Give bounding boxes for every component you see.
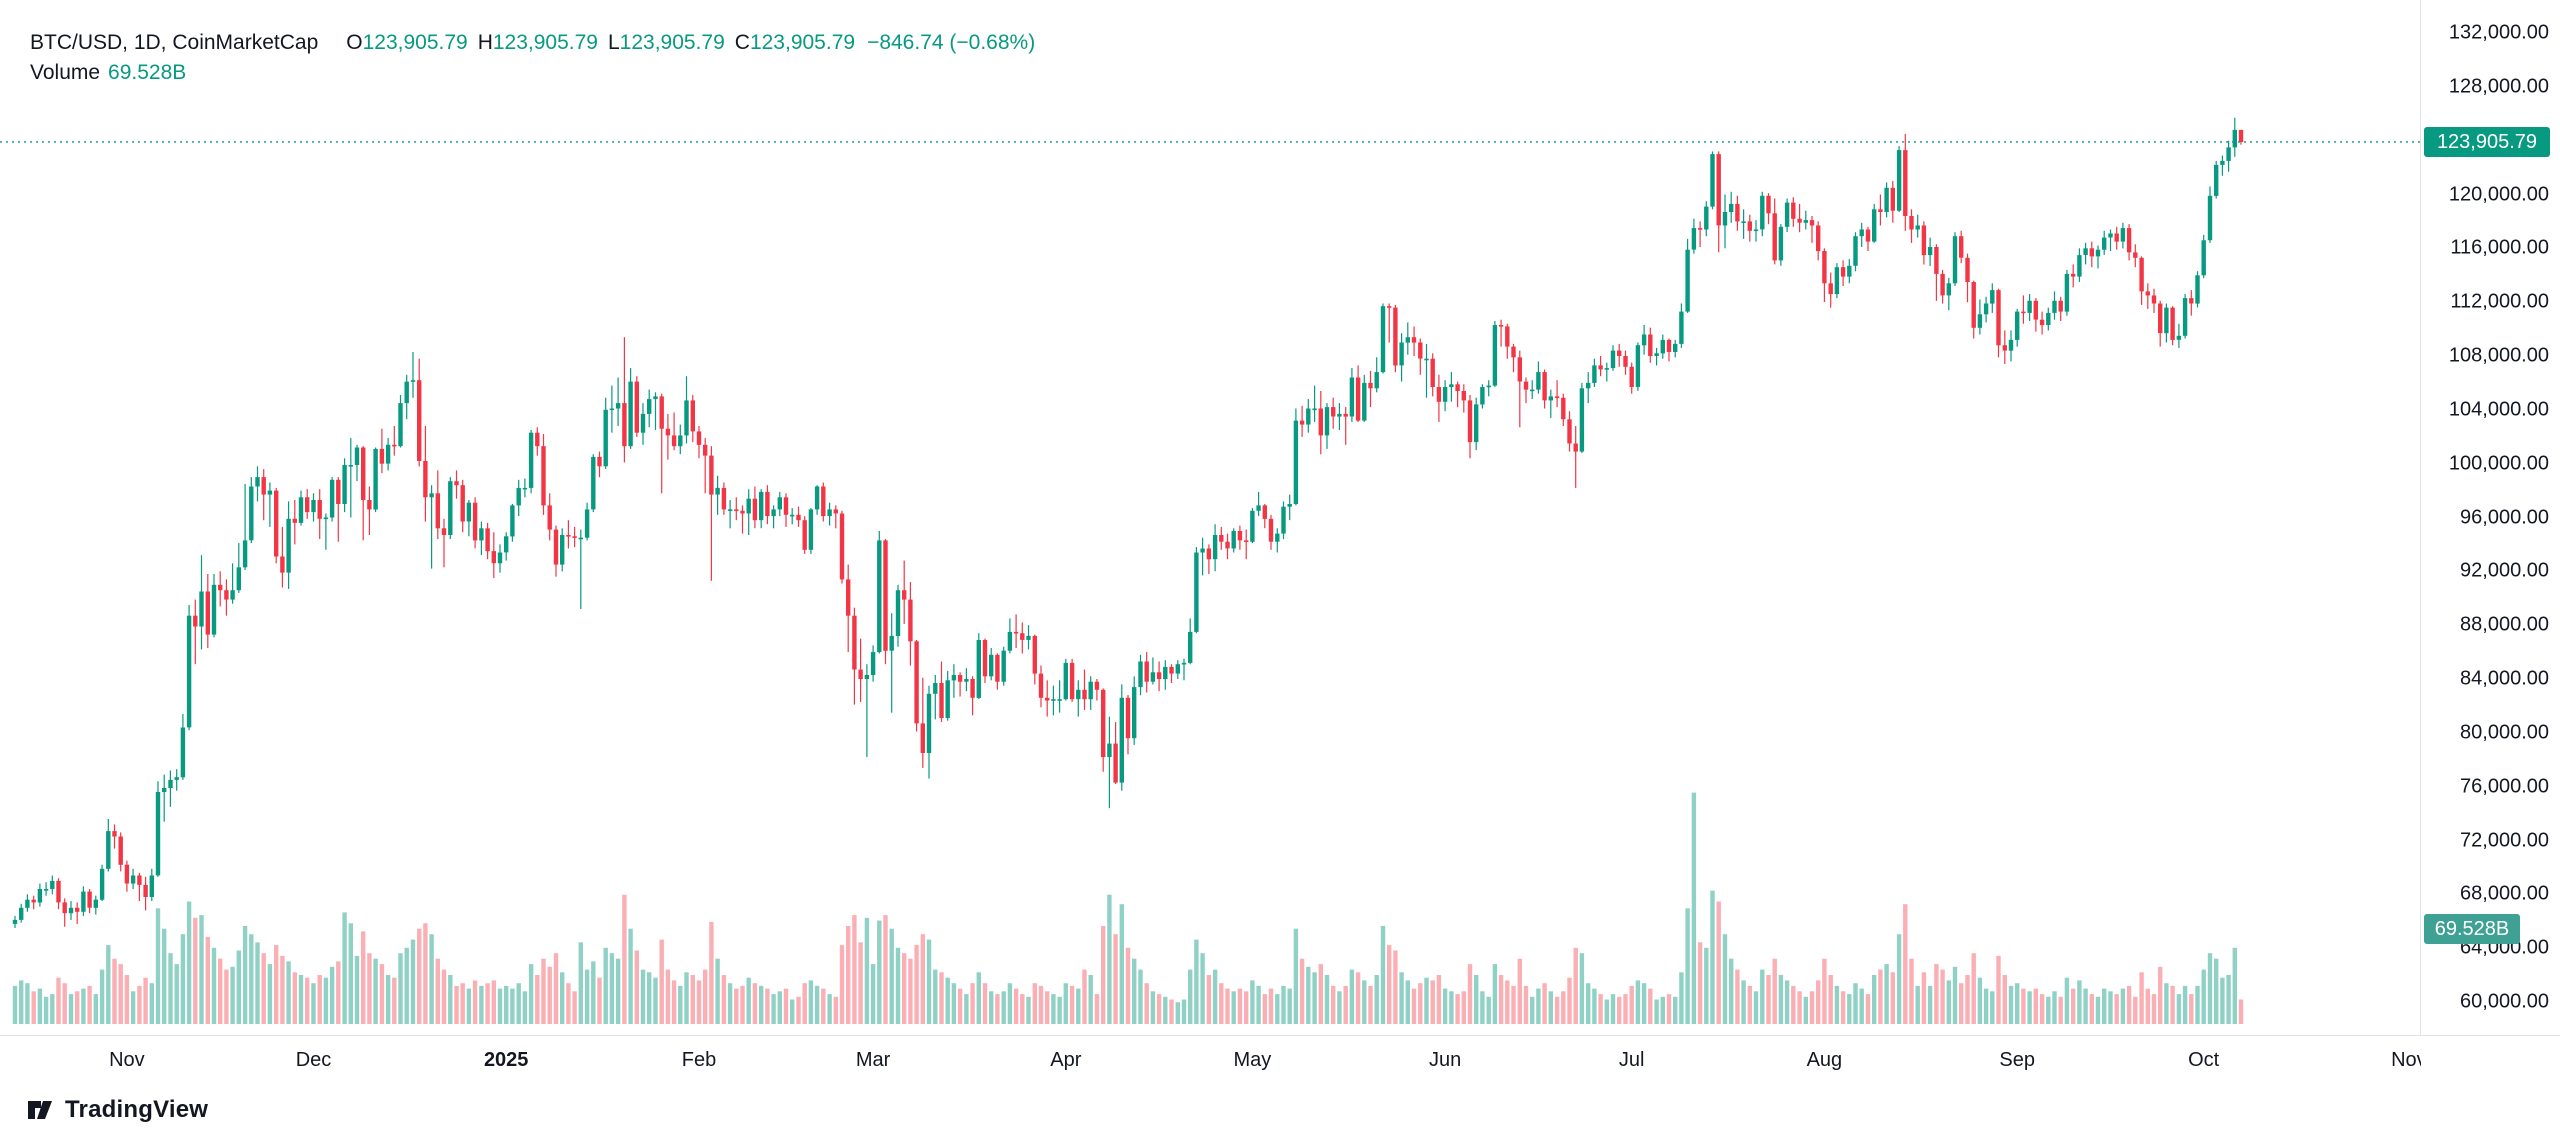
time-tick-month: Jul: [1618, 1049, 1645, 1071]
price-tick-label: 96,000.00: [2460, 506, 2549, 528]
high-label: H: [477, 31, 493, 54]
price-tick-label: 76,000.00: [2460, 775, 2549, 798]
high-value: 123,905.79: [492, 31, 598, 54]
price-tick-label: 108,000.00: [2448, 344, 2549, 367]
tradingview-attribution[interactable]: TradingView: [26, 1096, 208, 1124]
price-tick-label: 128,000.00: [2448, 75, 2549, 98]
time-tick-month: Sep: [1999, 1049, 2035, 1071]
change-value: −846.74 (−0.68%): [867, 31, 1036, 54]
time-tick-month: Aug: [1806, 1049, 1843, 1071]
price-tick-label: 88,000.00: [2460, 613, 2549, 636]
price-axis[interactable]: 132,000.00128,000.00124,000.00120,000.00…: [2420, 0, 2560, 1035]
price-tick-label: 80,000.00: [2460, 721, 2549, 744]
price-tick-label: 100,000.00: [2448, 452, 2549, 475]
open-label: O: [346, 31, 363, 54]
price-tick-label: 120,000.00: [2448, 183, 2549, 205]
volume-layer: [12, 792, 2244, 1024]
price-tick-label: 72,000.00: [2460, 829, 2549, 851]
legend-line-volume: Volume 69.528B: [30, 58, 1035, 88]
price-tick-label: 92,000.00: [2460, 559, 2549, 582]
candlestick-plot[interactable]: [0, 0, 2420, 1035]
time-axis[interactable]: Nov Dec 2025 Feb Mar Apr May Jun Jul Aug Sep Oct Nov: [0, 1035, 2560, 1094]
price-tick-label: 116,000.00: [2450, 236, 2549, 259]
low-value: 123,905.79: [619, 31, 725, 54]
time-tick-container: Nov Dec 2025 Feb Mar Apr May Jun Jul Aug Sep Oct Nov: [0, 1036, 2421, 1094]
time-tick-month: Jun: [1428, 1049, 1462, 1071]
close-value: 123,905.79: [749, 31, 856, 54]
time-tick-year: 2025: [483, 1049, 529, 1071]
close-label: C: [734, 31, 750, 54]
price-tick-label: 84,000.00: [2460, 667, 2549, 690]
price-tick-label: 112,000.00: [2450, 290, 2549, 313]
time-tick-month: Dec: [295, 1049, 332, 1071]
price-tick-label: 68,000.00: [2460, 882, 2549, 905]
time-tick-month: Oct: [2188, 1049, 2220, 1071]
candles-layer: [12, 117, 2244, 928]
time-tick-month: Feb: [681, 1049, 717, 1071]
time-tick-month: Nov: [109, 1049, 145, 1071]
volume-badge: 69.528B: [2424, 914, 2520, 945]
time-tick-month: Nov: [2391, 1049, 2421, 1071]
price-tick-label: 60,000.00: [2460, 990, 2549, 1013]
tradingview-logo-icon: [28, 1101, 52, 1119]
price-tick-label: 104,000.00: [2448, 398, 2549, 421]
tradingview-brand-text: TradingView: [65, 1096, 209, 1123]
last-price-badge: 123,905.79: [2424, 126, 2550, 157]
chart-legend: BTC/USD, 1D, CoinMarketCap O123,905.79 H12…: [30, 28, 1035, 88]
price-tick-label: 132,000.00: [2448, 21, 2549, 44]
time-tick-month: May: [1233, 1049, 1272, 1071]
legend-line-main: BTC/USD, 1D, CoinMarketCap O123,905.79 H12…: [30, 28, 1035, 58]
time-tick-month: Mar: [855, 1049, 891, 1071]
time-tick-month: Apr: [1050, 1049, 1082, 1071]
volume-label[interactable]: Volume: [30, 61, 101, 84]
volume-value: 69.528B: [108, 61, 187, 84]
symbol-title[interactable]: BTC/USD, 1D, CoinMarketCap: [30, 31, 319, 54]
open-value: 123,905.79: [362, 31, 468, 54]
low-label: L: [607, 31, 620, 54]
